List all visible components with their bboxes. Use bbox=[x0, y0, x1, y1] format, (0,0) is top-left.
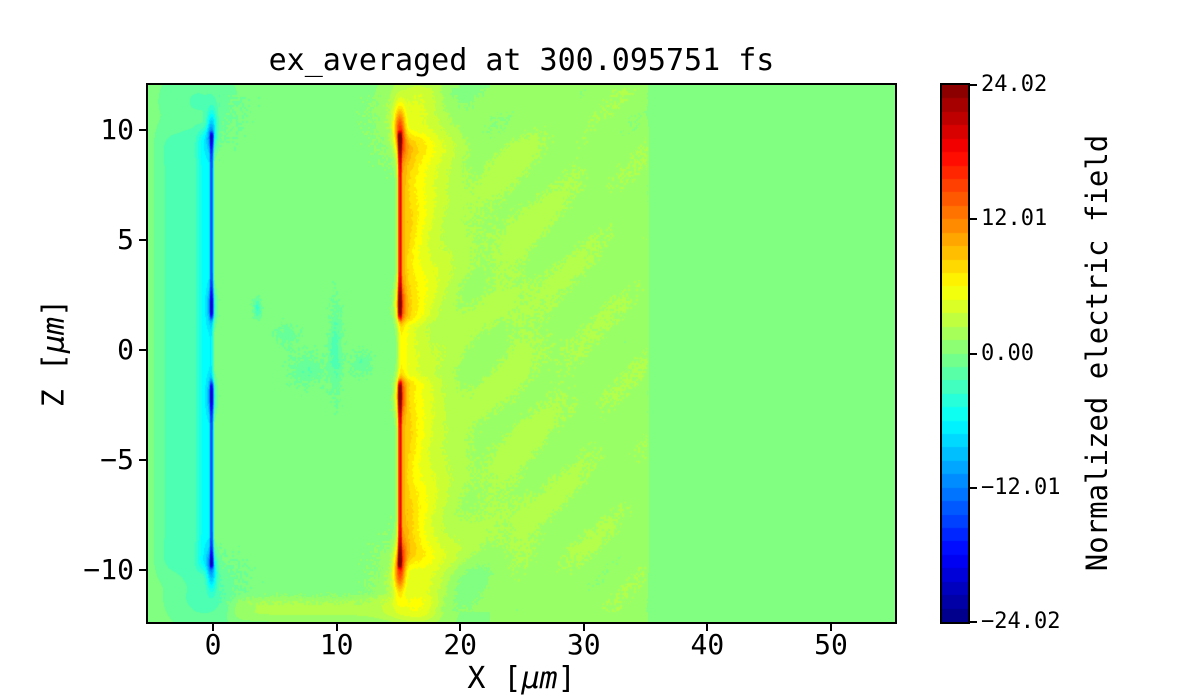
x-tick-label: 20 bbox=[443, 628, 478, 661]
z-tick-label: −5 bbox=[100, 443, 134, 477]
z-axis-unit: μm bbox=[36, 316, 72, 353]
x-axis-label-prefix: X [ bbox=[467, 661, 522, 696]
x-tick-mark bbox=[212, 624, 214, 631]
z-axis-label: Z [μm] bbox=[37, 299, 72, 407]
z-tick-mark bbox=[139, 129, 146, 132]
z-tick-label: 0 bbox=[117, 333, 134, 367]
z-tick-label: 5 bbox=[117, 223, 134, 257]
colorbar-tick-mark bbox=[970, 218, 977, 221]
z-tick-mark bbox=[139, 349, 146, 352]
plot-title: ex_averaged at 300.095751 fs bbox=[268, 43, 775, 78]
x-tick-mark bbox=[459, 624, 462, 631]
x-tick-mark bbox=[829, 624, 832, 631]
z-axis-label-suffix: ] bbox=[36, 298, 72, 317]
x-tick-mark bbox=[335, 624, 338, 631]
colorbar-tick-mark bbox=[970, 486, 977, 489]
colorbar-tick-label: −24.02 bbox=[981, 609, 1061, 634]
colorbar-tick-label: 12.01 bbox=[981, 206, 1048, 232]
x-tick-label: 0 bbox=[204, 628, 222, 661]
colorbar-tick-mark bbox=[970, 84, 977, 86]
x-tick-label: 40 bbox=[690, 628, 725, 661]
x-axis-unit: μm bbox=[521, 661, 558, 696]
z-axis-label-prefix: Z [ bbox=[36, 353, 72, 408]
x-axis-label-suffix: ] bbox=[557, 661, 576, 696]
x-tick-mark bbox=[582, 624, 585, 631]
x-tick-label: 10 bbox=[319, 628, 354, 661]
z-tick-mark bbox=[139, 239, 146, 242]
colorbar-tick-label: −12.01 bbox=[981, 474, 1061, 500]
colorbar-tick-mark bbox=[970, 352, 977, 355]
colorbar-canvas bbox=[942, 85, 968, 622]
colorbar-tick-label: 24.02 bbox=[981, 72, 1048, 97]
x-axis-label: X [μm] bbox=[148, 663, 895, 695]
z-tick-mark bbox=[139, 459, 146, 462]
z-tick-mark bbox=[139, 569, 146, 572]
z-tick-label: 10 bbox=[100, 113, 134, 147]
x-tick-label: 30 bbox=[566, 628, 601, 661]
heatmap-canvas bbox=[148, 85, 895, 622]
z-tick-label: −10 bbox=[83, 553, 134, 587]
colorbar-tick-label: 0.00 bbox=[981, 340, 1034, 366]
x-tick-mark bbox=[706, 624, 709, 631]
colorbar-tick-mark bbox=[970, 621, 977, 623]
colorbar-label: Normalized electric field bbox=[1080, 134, 1114, 572]
x-tick-label: 50 bbox=[814, 628, 848, 661]
